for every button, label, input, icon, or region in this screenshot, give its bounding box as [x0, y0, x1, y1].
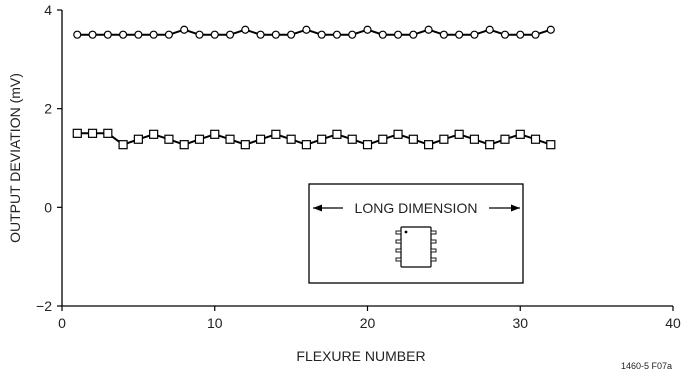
- series-2-point: [149, 129, 159, 139]
- series-1-point: [546, 25, 555, 34]
- series-1-point: [256, 30, 265, 39]
- series-1-point: [180, 25, 189, 34]
- x-tick-label: 20: [360, 315, 376, 331]
- series-1-point: [164, 30, 174, 39]
- series-1-point: [241, 25, 250, 34]
- series-1-point: [134, 30, 143, 39]
- series-1-point: [363, 25, 372, 34]
- series-2-point: [485, 140, 495, 150]
- series-2-point: [87, 128, 98, 138]
- series-1-point: [470, 30, 479, 39]
- y-tick-label: 0: [44, 199, 52, 215]
- y-tick-label: 4: [44, 2, 52, 18]
- series-1-point: [317, 30, 326, 39]
- series-2-point: [164, 134, 174, 144]
- left-arrow-icon: [313, 204, 343, 212]
- series-2-point: [332, 129, 342, 139]
- series-1-line: [77, 28, 552, 36]
- series-2-point: [225, 134, 235, 144]
- series-2-point: [301, 140, 311, 150]
- series-2-point: [72, 128, 82, 138]
- series-2-point: [240, 140, 250, 150]
- series-2-point: [424, 140, 434, 150]
- series-2-point: [500, 134, 510, 144]
- series-2-line: [77, 132, 552, 146]
- series-2-point: [408, 134, 418, 144]
- series-1-point: [73, 30, 82, 39]
- series-1-point: [455, 30, 464, 39]
- series-1-point: [516, 30, 525, 39]
- series-2-point: [546, 140, 556, 150]
- x-axis-ticks: 0 10 20 30 40: [58, 306, 681, 331]
- series-2-point: [515, 129, 525, 139]
- series-1-point: [409, 30, 418, 39]
- series-2-point: [530, 134, 541, 144]
- inset-box: LONG DIMENSION: [308, 183, 524, 284]
- series-2-point: [317, 134, 327, 144]
- series-2-point: [118, 140, 128, 150]
- series-1-point: [332, 30, 342, 39]
- series-2-point: [454, 129, 464, 139]
- series-2-point: [439, 134, 449, 144]
- series-2-point: [393, 129, 403, 139]
- series-2-point: [347, 134, 357, 144]
- y-tick-label: 2: [44, 101, 52, 117]
- series-1-point: [287, 30, 296, 39]
- series-1-point: [439, 30, 448, 39]
- series-2-point: [255, 134, 266, 144]
- x-tick-label: 40: [665, 315, 681, 331]
- series-2-point: [194, 134, 205, 144]
- series-1-point: [195, 30, 204, 39]
- series-1-point: [485, 25, 494, 34]
- series-2-point: [378, 134, 388, 144]
- series-1-point: [531, 30, 540, 39]
- series-1-point: [88, 30, 97, 39]
- series-2-point: [271, 129, 281, 139]
- series-1-point: [149, 30, 158, 39]
- series-1-point: [271, 30, 280, 39]
- series-1-point: [103, 30, 112, 39]
- series-2-point: [362, 140, 373, 150]
- series-1-point: [424, 25, 433, 34]
- series-2-point: [103, 128, 113, 138]
- y-axis-ticks: −2 0 2 4: [36, 2, 62, 314]
- series-2-point: [133, 134, 143, 144]
- series-1-point: [393, 30, 403, 39]
- series-1-point: [118, 30, 128, 39]
- series-2-point: [179, 140, 189, 150]
- inset-label: LONG DIMENSION: [355, 200, 478, 216]
- series-2-point: [210, 129, 220, 139]
- x-tick-label: 30: [512, 315, 528, 331]
- series-1-point: [302, 25, 311, 34]
- series-1-point: [210, 30, 219, 39]
- series-1-point: [348, 30, 357, 39]
- x-tick-label: 0: [58, 315, 66, 331]
- y-tick-label: −2: [36, 298, 52, 314]
- series-2-point: [286, 134, 296, 144]
- series-2-point: [469, 134, 480, 144]
- y-axis-title: OUTPUT DEVIATION (mV): [7, 73, 23, 243]
- right-arrow-icon: [489, 204, 520, 212]
- ic-package-icon: [395, 226, 437, 268]
- series-1-point: [378, 30, 387, 39]
- figure-note: 1460-5 F07a: [621, 361, 672, 371]
- x-axis-title: FLEXURE NUMBER: [296, 348, 425, 364]
- series-1-point: [500, 30, 510, 39]
- x-tick-label: 10: [207, 315, 223, 331]
- data-series: [72, 25, 556, 150]
- series-1-point: [225, 30, 235, 39]
